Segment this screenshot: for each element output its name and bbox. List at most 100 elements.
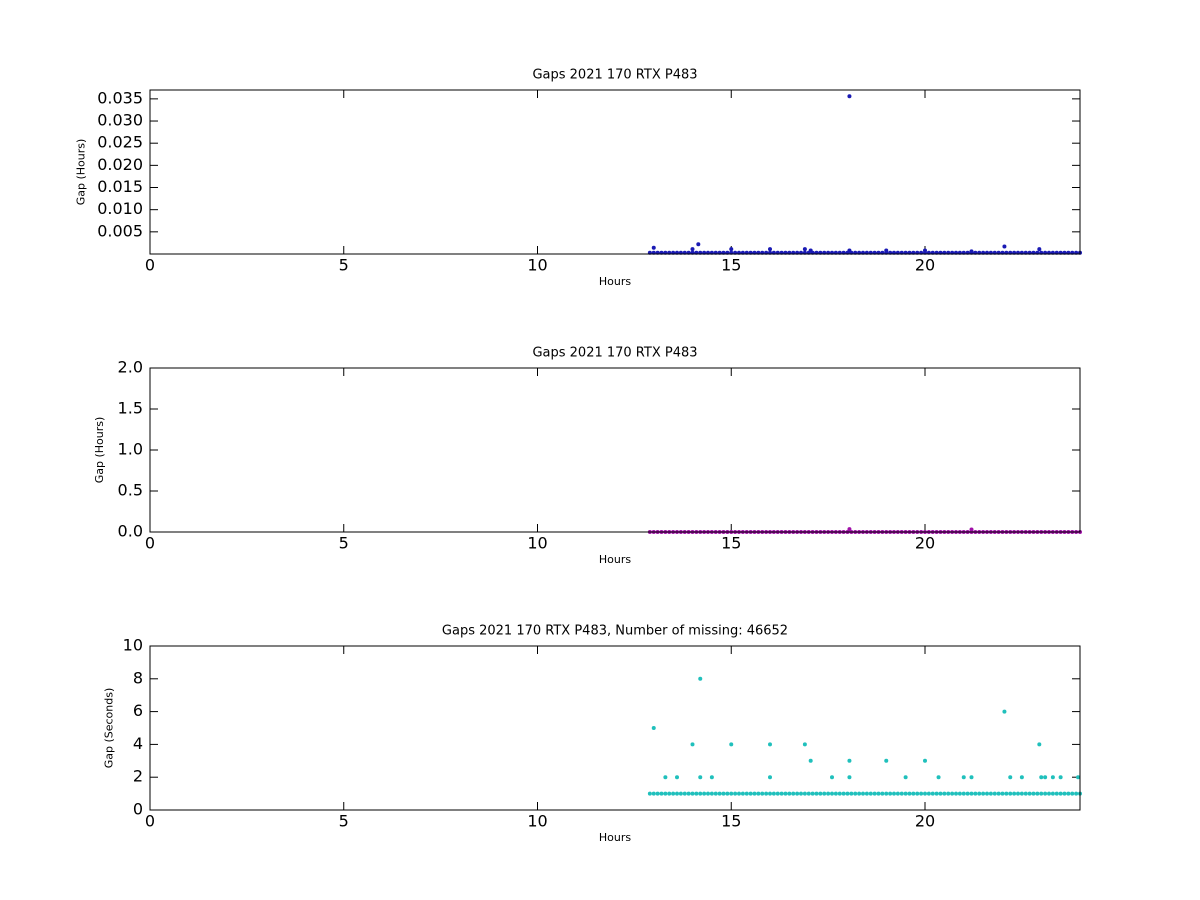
point — [1000, 791, 1005, 796]
point — [787, 791, 792, 796]
point — [837, 791, 842, 796]
point — [808, 758, 813, 763]
point — [847, 775, 852, 780]
point — [965, 791, 970, 796]
point — [647, 791, 652, 796]
point — [799, 791, 803, 796]
point — [1062, 791, 1067, 796]
point — [1035, 791, 1040, 796]
point — [946, 791, 951, 796]
point — [814, 791, 819, 796]
point — [768, 791, 772, 796]
axes-frame — [149, 367, 1081, 533]
x-tick-label: 15 — [721, 812, 741, 831]
y-tick-label: 0 — [133, 800, 143, 819]
point — [1043, 791, 1048, 796]
point — [729, 791, 734, 796]
point — [806, 791, 811, 796]
point — [934, 791, 939, 796]
point — [698, 775, 703, 780]
point — [992, 791, 997, 796]
point — [954, 791, 958, 796]
point — [985, 791, 989, 796]
point — [779, 791, 784, 796]
point — [926, 791, 931, 796]
point — [768, 742, 772, 747]
point — [1076, 775, 1081, 780]
point — [671, 791, 676, 796]
point — [950, 791, 955, 796]
point — [1031, 791, 1036, 796]
point — [706, 791, 710, 796]
y-tick-label: 0.030 — [97, 111, 143, 130]
point — [864, 791, 869, 796]
point — [930, 791, 935, 796]
point — [830, 791, 834, 796]
point — [1054, 791, 1059, 796]
point — [1043, 775, 1048, 780]
y-tick-label: 6 — [133, 701, 143, 720]
point — [830, 775, 834, 780]
y-tick-label: 8 — [133, 668, 143, 687]
point — [795, 791, 800, 796]
point — [709, 791, 714, 796]
point — [659, 791, 664, 796]
point — [911, 791, 916, 796]
point — [651, 791, 656, 796]
x-tick-label: 10 — [527, 812, 547, 831]
point — [725, 791, 730, 796]
point — [1019, 791, 1024, 796]
y-tick-label: 10 — [123, 636, 143, 655]
point — [651, 726, 656, 730]
point — [1004, 791, 1009, 796]
point — [698, 676, 703, 681]
chart-title: Gaps 2021 170 RTX P483 — [532, 68, 697, 83]
point — [888, 791, 893, 796]
x-tick-label: 20 — [915, 256, 935, 275]
point — [675, 775, 679, 780]
x-tick-label: 15 — [721, 256, 741, 275]
point — [690, 791, 695, 796]
point — [737, 791, 741, 796]
point — [1023, 791, 1028, 796]
axes-frame — [149, 645, 1081, 811]
point — [961, 791, 966, 796]
x-tick-label: 5 — [339, 812, 349, 831]
point — [663, 775, 668, 780]
point — [791, 791, 796, 796]
point — [861, 791, 865, 796]
point — [702, 791, 707, 796]
point — [923, 758, 927, 763]
point — [1019, 775, 1024, 780]
point — [690, 742, 695, 747]
point — [1016, 791, 1020, 796]
y-tick-label: 0.005 — [97, 221, 143, 240]
x-tick-label: 15 — [721, 534, 741, 553]
point — [729, 247, 734, 252]
axes-frame — [149, 89, 1081, 255]
point — [1058, 791, 1063, 796]
x-tick-label: 0 — [145, 812, 155, 831]
y-tick-label: 0.015 — [97, 177, 143, 196]
point — [696, 242, 701, 247]
point — [938, 791, 943, 796]
point — [768, 775, 772, 780]
point — [961, 775, 966, 780]
point — [923, 791, 927, 796]
point — [936, 775, 941, 780]
y-tick-label: 1.5 — [118, 399, 143, 418]
point — [1008, 791, 1013, 796]
point — [847, 758, 852, 763]
y-tick-label: 0.010 — [97, 199, 143, 218]
point — [876, 791, 881, 796]
y-axis-label: Gap (Hours) — [75, 139, 88, 206]
point — [822, 791, 827, 796]
point — [748, 791, 753, 796]
y-tick-label: 0.025 — [97, 133, 143, 152]
x-tick-label: 5 — [339, 534, 349, 553]
x-tick-label: 5 — [339, 256, 349, 275]
x-tick-label: 20 — [915, 812, 935, 831]
point — [1058, 775, 1063, 780]
